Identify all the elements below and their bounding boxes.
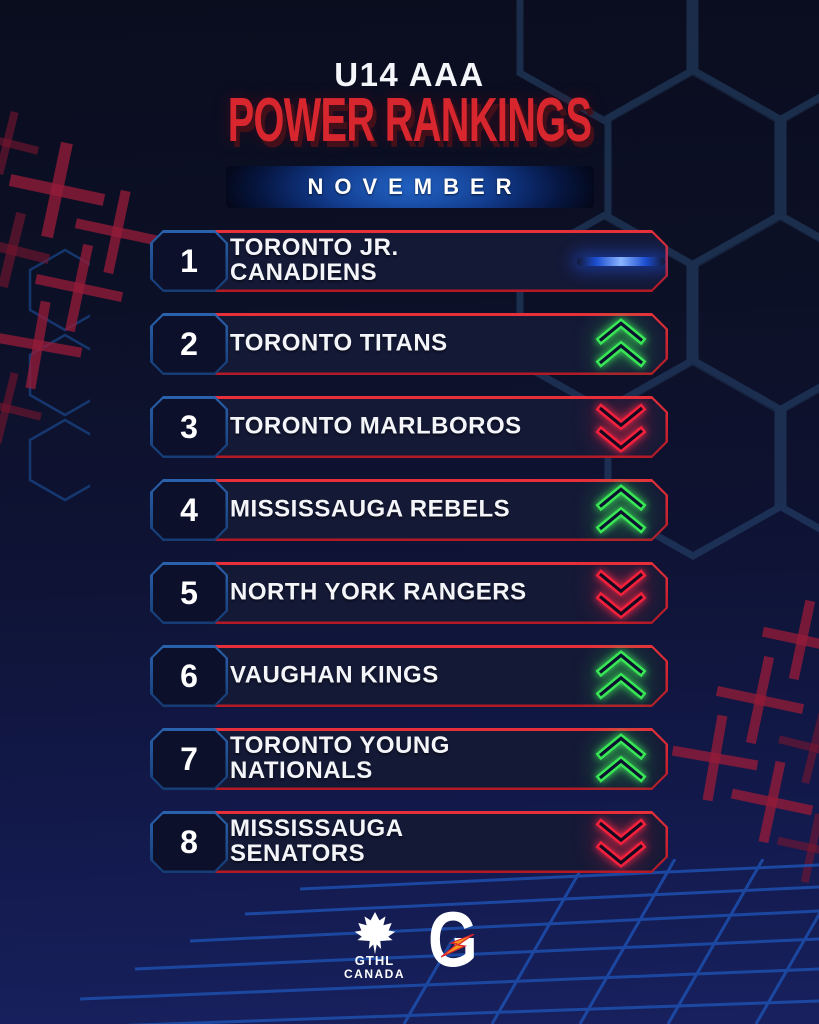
row-body: TORONTO JR. CANADIENS (184, 230, 668, 292)
maple-leaf-icon (354, 912, 395, 955)
rank-number: 2 (180, 325, 198, 362)
rank-number: 8 (180, 823, 198, 860)
team-name: TORONTO JR. CANADIENS (230, 234, 399, 286)
rank-badge: 8 (150, 811, 228, 873)
row-body: VAUGHAN KINGS (184, 645, 668, 707)
gatorade-bolt-icon (440, 934, 474, 958)
trend-up-icon (594, 731, 648, 787)
trend-down-icon (594, 399, 648, 455)
rank-badge: 7 (150, 728, 228, 790)
trend-indicator (592, 813, 650, 871)
no-change-indicator (577, 257, 665, 266)
rank-number: 1 (180, 242, 198, 279)
team-name: TORONTO YOUNG NATIONALS (230, 732, 450, 784)
ranking-row: NORTH YORK RANGERS 5 (150, 562, 668, 624)
rank-badge: 1 (150, 230, 228, 292)
rank-badge: 3 (150, 396, 228, 458)
team-name: MISSISSAUGA REBELS (230, 495, 511, 523)
perspective-grid (79, 859, 819, 1024)
page-title: POWER RANKINGS (227, 86, 592, 155)
team-name: MISSISSAUGA SENATORS (230, 815, 404, 867)
ranking-row: TORONTO MARLBOROS 3 (150, 396, 668, 458)
team-name: VAUGHAN KINGS (230, 661, 439, 689)
ranking-row: TORONTO TITANS 2 (150, 313, 668, 375)
rank-badge: 5 (150, 562, 228, 624)
ranking-row: TORONTO YOUNG NATIONALS 7 (150, 728, 668, 790)
ranking-row: MISSISSAUGA REBELS 4 (150, 479, 668, 541)
team-name: NORTH YORK RANGERS (230, 578, 527, 606)
trend-indicator (592, 481, 650, 539)
trend-down-icon (594, 565, 648, 621)
rank-badge: 6 (150, 645, 228, 707)
trend-indicator (592, 398, 650, 456)
rank-number: 7 (180, 740, 198, 777)
month-label: NOVEMBER (307, 174, 523, 199)
trend-up-icon (594, 482, 648, 538)
row-body: NORTH YORK RANGERS (184, 562, 668, 624)
rankings-list: TORONTO JR. CANADIENS 1 TORONTO TITANS 2 (150, 230, 668, 894)
row-body: TORONTO MARLBOROS (184, 396, 668, 458)
month-banner: NOVEMBER (225, 166, 594, 208)
trend-up-icon (594, 648, 648, 704)
ranking-row: TORONTO JR. CANADIENS 1 (150, 230, 668, 292)
rank-number: 3 (180, 408, 198, 445)
rank-badge: 2 (150, 313, 228, 375)
rank-badge: 4 (150, 479, 228, 541)
row-body: MISSISSAUGA REBELS (184, 479, 668, 541)
gthl-logo: GTHL CANADA (340, 912, 410, 980)
trend-indicator (592, 730, 650, 788)
rank-number: 4 (180, 491, 198, 528)
division-title: U14 AAA (334, 56, 485, 93)
trend-indicator (592, 647, 650, 705)
row-body: TORONTO TITANS (184, 313, 668, 375)
row-body: MISSISSAUGA SENATORS (184, 811, 668, 873)
rank-number: 5 (180, 574, 198, 611)
trend-indicator (592, 564, 650, 622)
ranking-row: MISSISSAUGA SENATORS 8 (150, 811, 668, 873)
trend-indicator (592, 315, 650, 373)
gthl-logo-text: GTHL (354, 953, 395, 968)
trend-down-icon (594, 814, 648, 870)
ranking-row: VAUGHAN KINGS 6 (150, 645, 668, 707)
gatorade-logo: G (428, 900, 480, 978)
team-name: TORONTO MARLBOROS (230, 412, 522, 440)
team-name: TORONTO TITANS (230, 329, 448, 357)
trend-indicator (592, 232, 650, 290)
trend-up-icon (594, 316, 648, 372)
gatorade-g-letter: G (427, 895, 478, 983)
rank-number: 6 (180, 657, 198, 694)
row-body: TORONTO YOUNG NATIONALS (184, 728, 668, 790)
footer-logos: GTHL CANADA G (0, 900, 819, 980)
gthl-canada-text: CANADA (344, 966, 405, 981)
